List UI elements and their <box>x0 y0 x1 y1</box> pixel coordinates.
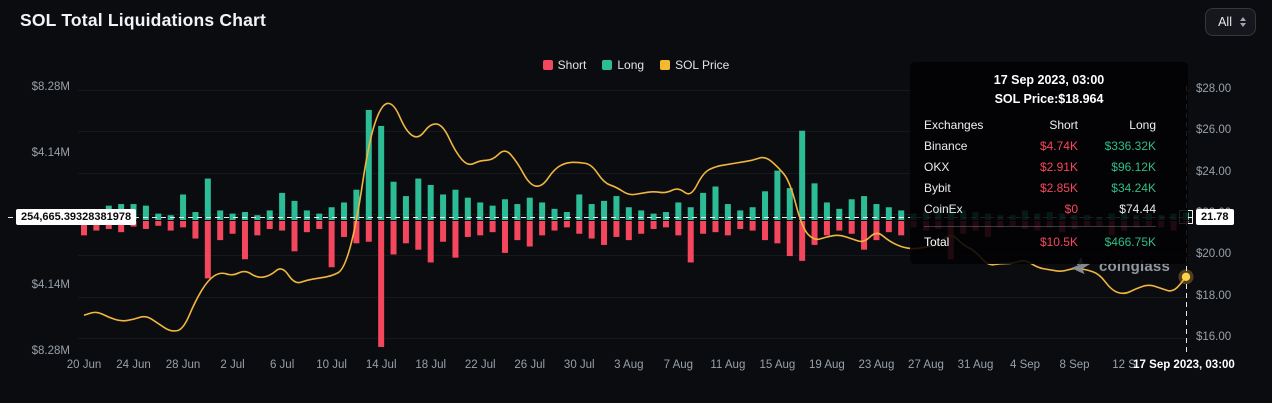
x-axis-label: 31 Aug <box>957 359 994 371</box>
tooltip-cell: $96.12K <box>1111 160 1156 174</box>
tooltip-cell: CoinEx <box>924 202 963 216</box>
tooltip-column-header: Long <box>1129 118 1156 132</box>
x-axis-label: 22 Jul <box>464 359 496 371</box>
y-axis-right-label: $20.00 <box>1196 248 1232 261</box>
x-axis-label: 30 Jul <box>563 359 595 371</box>
tooltip-total-cell: $466.75K <box>1104 235 1156 249</box>
x-axis-label: 11 Aug <box>710 359 746 371</box>
y-axis-left-label: $8.28M <box>31 345 70 357</box>
tooltip-table: Exchanges Short Long Binance $4.74K $336.32K O… <box>924 115 1174 253</box>
x-axis-label: 12 S <box>1112 359 1136 371</box>
x-axis-label: 23 Aug <box>858 359 895 371</box>
x-axis-label: 28 Jun <box>165 359 201 371</box>
tooltip-cell: OKX <box>924 160 950 174</box>
x-axis-label: 15 Aug <box>759 359 796 371</box>
tooltip-cell: Bybit <box>924 181 951 195</box>
y-axis-left-label: $4.14M <box>31 279 70 291</box>
tooltip-column-header: Short <box>1049 118 1078 132</box>
legend-label: SOL Price <box>675 58 730 72</box>
tooltip-column-header: Exchanges <box>924 118 984 132</box>
x-axis-label: 14 Jul <box>365 359 397 371</box>
y-axis-right-label: $26.00 <box>1196 124 1232 137</box>
tooltip-cell: $2.91K <box>1039 160 1078 174</box>
x-axis-label: 6 Jul <box>269 359 295 371</box>
y-axis-left-label: $4.14M <box>31 147 70 159</box>
crosshair-right-value-flag: 21.78 <box>1196 209 1234 225</box>
tooltip-price: SOL Price:$18.964 <box>994 92 1104 106</box>
tooltip-cell: $34.24K <box>1111 181 1156 195</box>
x-axis-label: 3 Aug <box>614 359 644 371</box>
legend-swatch-icon <box>602 60 613 70</box>
tooltip: 17 Sep 2023, 03:00 SOL Price:$18.964 Exc… <box>910 62 1188 264</box>
tooltip-cell: $74.44 <box>1119 202 1156 216</box>
x-axis-highlight-label: 17 Sep 2023, 03:00 <box>1133 359 1235 371</box>
x-axis-label: 10 Jul <box>316 359 347 371</box>
legend-swatch-icon <box>660 60 671 70</box>
x-axis-label: 19 Aug <box>808 359 845 371</box>
tooltip-cell: $336.32K <box>1104 139 1156 153</box>
x-axis-label: 7 Aug <box>663 359 694 371</box>
tooltip-total-cell: Total <box>924 235 950 249</box>
x-axis-label: 8 Sep <box>1059 359 1090 371</box>
tooltip-cell: $0 <box>1064 202 1078 216</box>
tooltip-divider <box>924 226 1156 227</box>
x-axis-label: 20 Jun <box>66 359 102 371</box>
x-axis-label: 4 Sep <box>1010 359 1041 371</box>
x-axis-label: 2 Jul <box>220 359 245 371</box>
chart-legend: Short Long SOL Price <box>0 58 1272 72</box>
y-axis-left-label: $8.28M <box>31 81 70 93</box>
y-axis-right-label: $28.00 <box>1196 83 1232 95</box>
legend-label: Long <box>617 58 645 72</box>
y-axis-right-label: $18.00 <box>1196 289 1232 302</box>
page-title: SOL Total Liquidations Chart <box>20 10 267 30</box>
range-dropdown-value: All <box>1218 15 1232 29</box>
y-axis-right-label: $16.00 <box>1196 331 1232 343</box>
tooltip-total-cell: $10.5K <box>1039 235 1078 249</box>
x-axis-label: 24 Jun <box>116 359 151 371</box>
crosshair-left-value-flag: 254,665.39328381978 <box>16 209 137 225</box>
legend-label: Short <box>557 58 587 72</box>
x-axis-label: 18 Jul <box>415 359 447 371</box>
legend-swatch-icon <box>542 60 553 70</box>
tooltip-cell: Binance <box>924 139 968 153</box>
legend-item-sol-price[interactable]: SOL Price <box>660 58 729 72</box>
tooltip-cell: $2.85K <box>1039 181 1078 195</box>
tooltip-cell: $4.74K <box>1039 139 1078 153</box>
range-dropdown[interactable]: All <box>1205 8 1256 36</box>
x-axis-label: 27 Aug <box>908 359 944 371</box>
chevron-updown-icon <box>1240 17 1246 27</box>
x-axis-label: 26 Jul <box>514 359 546 371</box>
tooltip-title: 17 Sep 2023, 03:00 <box>993 73 1105 87</box>
legend-item-short[interactable]: Short <box>542 58 587 72</box>
legend-item-long[interactable]: Long <box>602 58 644 72</box>
y-axis-right-label: $24.00 <box>1196 165 1232 178</box>
